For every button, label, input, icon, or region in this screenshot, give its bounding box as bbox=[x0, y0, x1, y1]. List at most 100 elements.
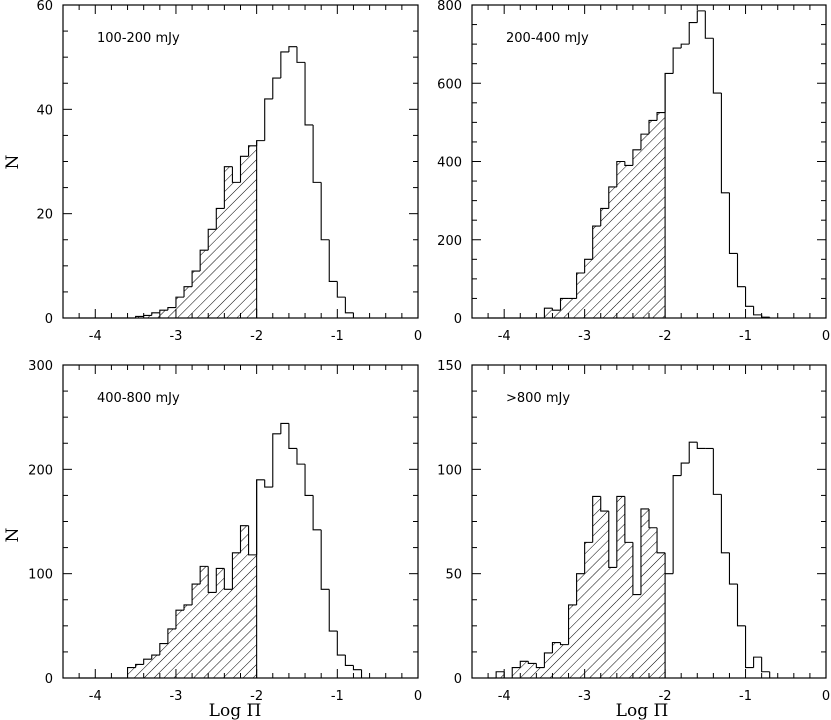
y-tick-label: 800 bbox=[437, 0, 462, 14]
bar-33 bbox=[753, 306, 762, 316]
bar-hatched-20 bbox=[240, 156, 249, 318]
x-tick-label: -2 bbox=[250, 689, 263, 704]
bar-34 bbox=[761, 314, 770, 318]
bar-hatched-19 bbox=[232, 182, 241, 318]
bar-27 bbox=[296, 46, 306, 63]
bar-hatched-12 bbox=[584, 259, 593, 318]
bar-hatched-20 bbox=[240, 525, 249, 678]
y-tick-label: 0 bbox=[45, 312, 53, 327]
x-tick-label: 0 bbox=[822, 329, 830, 344]
bar-18 bbox=[632, 542, 641, 596]
bar-hatched-13 bbox=[184, 286, 193, 318]
bar-hatched-13 bbox=[184, 604, 193, 678]
bar-hatched-13 bbox=[592, 496, 601, 678]
x-tick-label: -3 bbox=[169, 329, 182, 344]
x-tick-label: -4 bbox=[498, 689, 511, 704]
bar-hatched-17 bbox=[624, 542, 633, 678]
y-tick-label: 150 bbox=[437, 359, 462, 374]
bar-hatched-11 bbox=[576, 273, 585, 318]
bar-24 bbox=[272, 77, 281, 99]
x-tick-label: -1 bbox=[331, 689, 344, 704]
bar-hatched-15 bbox=[608, 186, 617, 318]
bar-hatched-14 bbox=[600, 511, 609, 678]
bar-19 bbox=[640, 133, 649, 150]
bar-16 bbox=[207, 228, 217, 251]
y-tick-label: 200 bbox=[437, 234, 462, 249]
bar-11 bbox=[167, 628, 176, 644]
bar-8 bbox=[551, 308, 561, 311]
y-tick-label: 100 bbox=[28, 568, 53, 583]
bar-hatched-6 bbox=[536, 667, 545, 678]
panel-200-400: -4 -3 -2 -1 0 0 200 400 600 800 200-400 mJy bbox=[437, 0, 830, 344]
bar-23 bbox=[672, 47, 682, 74]
bar-hatched-8 bbox=[143, 659, 152, 678]
bar-hatched-18 bbox=[224, 166, 233, 318]
panel-gt-800: -4 -3 -2 -1 0 0 50 100 150 >800 mJy bbox=[437, 359, 830, 704]
bar-30 bbox=[320, 182, 330, 241]
bar-13 bbox=[592, 225, 601, 260]
bar-7 bbox=[543, 307, 553, 318]
x-tick-label: -2 bbox=[250, 329, 263, 344]
bar-22 bbox=[664, 552, 674, 575]
bar-19 bbox=[640, 508, 649, 595]
bar-hatched-19 bbox=[640, 134, 649, 318]
x-tick-label: -2 bbox=[659, 329, 672, 344]
bar-14 bbox=[191, 583, 201, 605]
bar-8 bbox=[143, 658, 152, 665]
bar-hatched-21 bbox=[248, 554, 257, 678]
bar-15 bbox=[608, 186, 617, 209]
bar-14 bbox=[191, 270, 201, 287]
bar-hatched-17 bbox=[216, 208, 225, 318]
bar-hatched-15 bbox=[200, 566, 209, 678]
bar-24 bbox=[680, 462, 690, 476]
bar-33 bbox=[753, 656, 762, 668]
bar-9 bbox=[151, 654, 160, 660]
panel-100-200: -4 -3 -2 -1 0 0 20 40 60 100-200 mJy bbox=[36, 0, 422, 344]
y-tick-label: 50 bbox=[445, 568, 462, 583]
bar-26 bbox=[696, 10, 706, 23]
bar-31 bbox=[328, 239, 338, 283]
bar-hatched-7 bbox=[135, 664, 144, 678]
bar-12 bbox=[584, 541, 593, 574]
panel-label: 400-800 mJy bbox=[97, 391, 180, 406]
bar-11 bbox=[167, 307, 176, 311]
bar-33 bbox=[344, 655, 354, 667]
bar-hatched-14 bbox=[192, 271, 201, 318]
bar-25 bbox=[280, 51, 289, 79]
bar-17 bbox=[624, 161, 633, 166]
bar-21 bbox=[656, 112, 666, 121]
bar-28 bbox=[712, 448, 722, 495]
bar-hatched-9 bbox=[560, 298, 569, 318]
y-tick-label: 400 bbox=[437, 156, 462, 171]
bar-27 bbox=[704, 10, 714, 39]
bar-12 bbox=[175, 296, 185, 308]
bar-30 bbox=[728, 192, 738, 254]
bar-hatched-11 bbox=[576, 573, 585, 678]
bar-26 bbox=[288, 46, 297, 52]
bar-hatched-10 bbox=[159, 643, 168, 678]
bar-21 bbox=[656, 527, 666, 554]
x-tick-label: 0 bbox=[414, 329, 422, 344]
bar-25 bbox=[688, 441, 698, 464]
bar-hatched-13 bbox=[592, 226, 601, 318]
bar-15 bbox=[608, 511, 617, 568]
bar-hatched-19 bbox=[232, 552, 241, 678]
bar-10 bbox=[159, 643, 168, 656]
bar-hatched-10 bbox=[159, 310, 168, 318]
bar-1 bbox=[495, 671, 505, 678]
panel-400-800: -4 -3 -2 -1 0 0 100 200 300 400-800 mJy bbox=[28, 359, 422, 704]
bar-hatched-16 bbox=[208, 592, 217, 678]
bar-11 bbox=[576, 573, 585, 605]
bar-15 bbox=[199, 249, 209, 272]
bar-28 bbox=[712, 38, 722, 94]
bar-hatched-17 bbox=[216, 568, 225, 678]
bar-21 bbox=[248, 145, 257, 157]
bar-34 bbox=[352, 665, 362, 671]
bar-hatched-15 bbox=[608, 567, 617, 678]
bar-20 bbox=[239, 155, 249, 183]
x-tick-label: 0 bbox=[414, 689, 422, 704]
bar-3 bbox=[511, 667, 521, 678]
bar-34 bbox=[352, 312, 362, 319]
bar-25 bbox=[688, 22, 698, 45]
